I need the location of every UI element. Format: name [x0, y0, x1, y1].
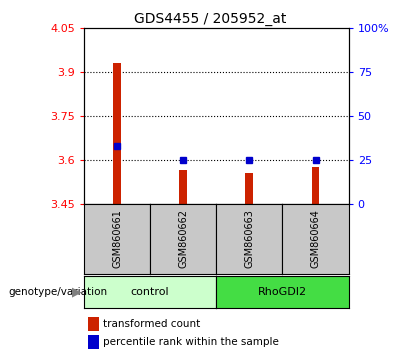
Text: GDS4455 / 205952_at: GDS4455 / 205952_at: [134, 12, 286, 27]
Text: transformed count: transformed count: [103, 319, 200, 329]
Bar: [312, 167, 320, 204]
Text: control: control: [131, 287, 169, 297]
Text: GSM860664: GSM860664: [310, 210, 320, 268]
Text: GSM860663: GSM860663: [244, 210, 255, 268]
Text: GSM860661: GSM860661: [112, 210, 122, 268]
Text: percentile rank within the sample: percentile rank within the sample: [103, 337, 279, 347]
Text: ▶: ▶: [72, 286, 82, 298]
Text: genotype/variation: genotype/variation: [8, 287, 108, 297]
Bar: [245, 173, 253, 204]
Text: RhoGDI2: RhoGDI2: [258, 287, 307, 297]
Text: GSM860662: GSM860662: [178, 210, 188, 268]
Bar: [113, 63, 121, 204]
Bar: [179, 170, 187, 204]
